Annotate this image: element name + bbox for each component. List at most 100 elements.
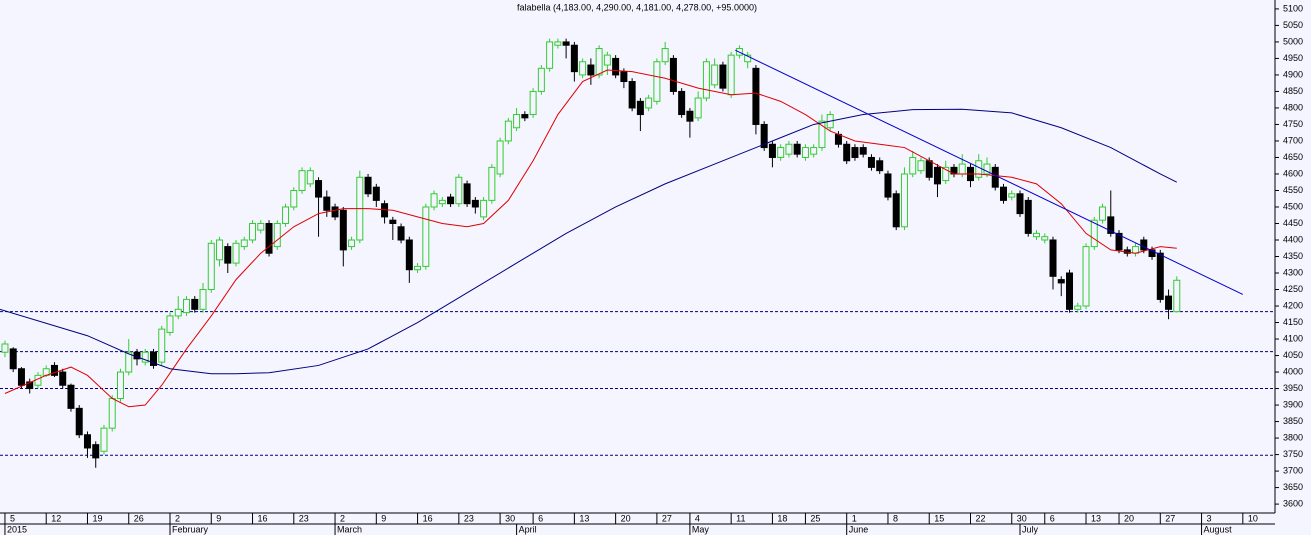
candle-body bbox=[810, 147, 818, 155]
candle-body bbox=[389, 219, 397, 224]
candle-body bbox=[372, 186, 380, 201]
candle-body bbox=[1173, 279, 1181, 313]
chart-title: falabella (4,183.00, 4,290.00, 4,181.00,… bbox=[517, 2, 757, 12]
candle-body bbox=[760, 123, 768, 149]
candle-body bbox=[1, 343, 9, 353]
y-tick-label: 4150 bbox=[1283, 317, 1303, 327]
y-tick-label: 5000 bbox=[1283, 36, 1303, 46]
candle-body bbox=[859, 147, 867, 155]
y-tick-label: 4850 bbox=[1283, 86, 1303, 96]
candle-body bbox=[265, 222, 273, 254]
candle-body bbox=[777, 147, 785, 158]
y-tick-label: 4950 bbox=[1283, 53, 1303, 63]
candle-body bbox=[719, 64, 727, 89]
y-tick-label: 4600 bbox=[1283, 168, 1303, 178]
candle-body bbox=[257, 222, 265, 231]
candle-body bbox=[59, 371, 67, 386]
y-tick-label: 4700 bbox=[1283, 135, 1303, 145]
candle-body bbox=[92, 444, 100, 459]
candle-body bbox=[166, 315, 174, 333]
candle-body bbox=[273, 222, 281, 248]
candle-body bbox=[290, 189, 298, 208]
x-tick-label: 13 bbox=[579, 513, 589, 523]
candle-body bbox=[191, 298, 199, 310]
candle-body bbox=[339, 209, 347, 251]
candle-body bbox=[892, 193, 900, 228]
candle-body bbox=[67, 384, 75, 409]
month-label: August bbox=[1204, 524, 1233, 534]
candle-body bbox=[1024, 199, 1032, 234]
candle-body bbox=[669, 57, 677, 92]
y-tick-label: 3900 bbox=[1283, 399, 1303, 409]
candle-body bbox=[75, 407, 83, 436]
candle-body bbox=[149, 351, 157, 366]
candle-body bbox=[537, 67, 545, 92]
candle-body bbox=[645, 97, 653, 109]
candle-body bbox=[554, 41, 562, 46]
candle-body bbox=[867, 156, 875, 168]
candle-body bbox=[471, 199, 479, 208]
x-tick-label: 16 bbox=[258, 513, 268, 523]
candle-body bbox=[1156, 252, 1164, 300]
y-tick-label: 5050 bbox=[1283, 20, 1303, 30]
y-tick-label: 5100 bbox=[1283, 3, 1303, 13]
candle-body bbox=[331, 206, 339, 218]
candle-body bbox=[306, 170, 314, 185]
x-tick-label: 2 bbox=[175, 513, 180, 523]
x-tick-label: 20 bbox=[1124, 513, 1134, 523]
candle-body bbox=[513, 114, 521, 129]
x-tick-label: 16 bbox=[423, 513, 433, 523]
month-label: May bbox=[692, 524, 710, 534]
y-tick-label: 4750 bbox=[1283, 119, 1303, 129]
candle-body bbox=[1099, 206, 1107, 221]
candle-body bbox=[1165, 295, 1173, 310]
candle-body bbox=[17, 368, 25, 386]
y-tick-label: 3600 bbox=[1283, 498, 1303, 508]
candle-body bbox=[925, 160, 933, 178]
candle-body bbox=[768, 143, 776, 158]
y-tick-label: 3750 bbox=[1283, 449, 1303, 459]
candle-body bbox=[397, 226, 405, 241]
x-tick-label: 11 bbox=[736, 513, 745, 523]
y-tick-label: 4450 bbox=[1283, 218, 1303, 228]
candle-body bbox=[348, 239, 356, 248]
candle-body bbox=[653, 61, 661, 102]
month-label: March bbox=[337, 524, 362, 534]
candle-body bbox=[249, 222, 257, 241]
candle-body bbox=[9, 348, 17, 370]
y-tick-label: 4350 bbox=[1283, 251, 1303, 261]
month-label: June bbox=[849, 524, 869, 534]
candle-body bbox=[636, 100, 644, 116]
x-tick-label: 27 bbox=[662, 513, 672, 523]
candle-body bbox=[744, 54, 752, 63]
x-tick-label: 9 bbox=[216, 513, 221, 523]
candle-body bbox=[900, 173, 908, 228]
x-tick-label: 30 bbox=[1017, 513, 1027, 523]
x-tick-label: 23 bbox=[299, 513, 309, 523]
x-tick-label: 6 bbox=[538, 513, 543, 523]
x-tick-label: 25 bbox=[810, 513, 820, 523]
candle-body bbox=[678, 90, 686, 116]
candle-body bbox=[999, 186, 1007, 201]
candle-body bbox=[438, 199, 446, 205]
candle-body bbox=[620, 71, 628, 83]
candle-body bbox=[785, 143, 793, 155]
candle-body bbox=[224, 246, 232, 264]
candle-body bbox=[694, 97, 702, 119]
candle-body bbox=[199, 289, 207, 310]
candle-body bbox=[100, 427, 108, 452]
candle-body bbox=[158, 328, 166, 363]
candle-body bbox=[430, 193, 438, 208]
x-tick-label: 18 bbox=[777, 513, 787, 523]
candle-body bbox=[727, 54, 735, 96]
candle-body bbox=[50, 364, 58, 376]
candle-body bbox=[570, 44, 578, 73]
x-tick-label: 6 bbox=[1050, 513, 1055, 523]
candle-body bbox=[83, 434, 91, 449]
candle-body bbox=[579, 61, 587, 76]
y-tick-label: 4300 bbox=[1283, 267, 1303, 277]
candle-body bbox=[1107, 216, 1115, 234]
candle-body bbox=[1016, 193, 1024, 215]
x-tick-label: 23 bbox=[464, 513, 474, 523]
x-tick-label: 12 bbox=[51, 513, 61, 523]
